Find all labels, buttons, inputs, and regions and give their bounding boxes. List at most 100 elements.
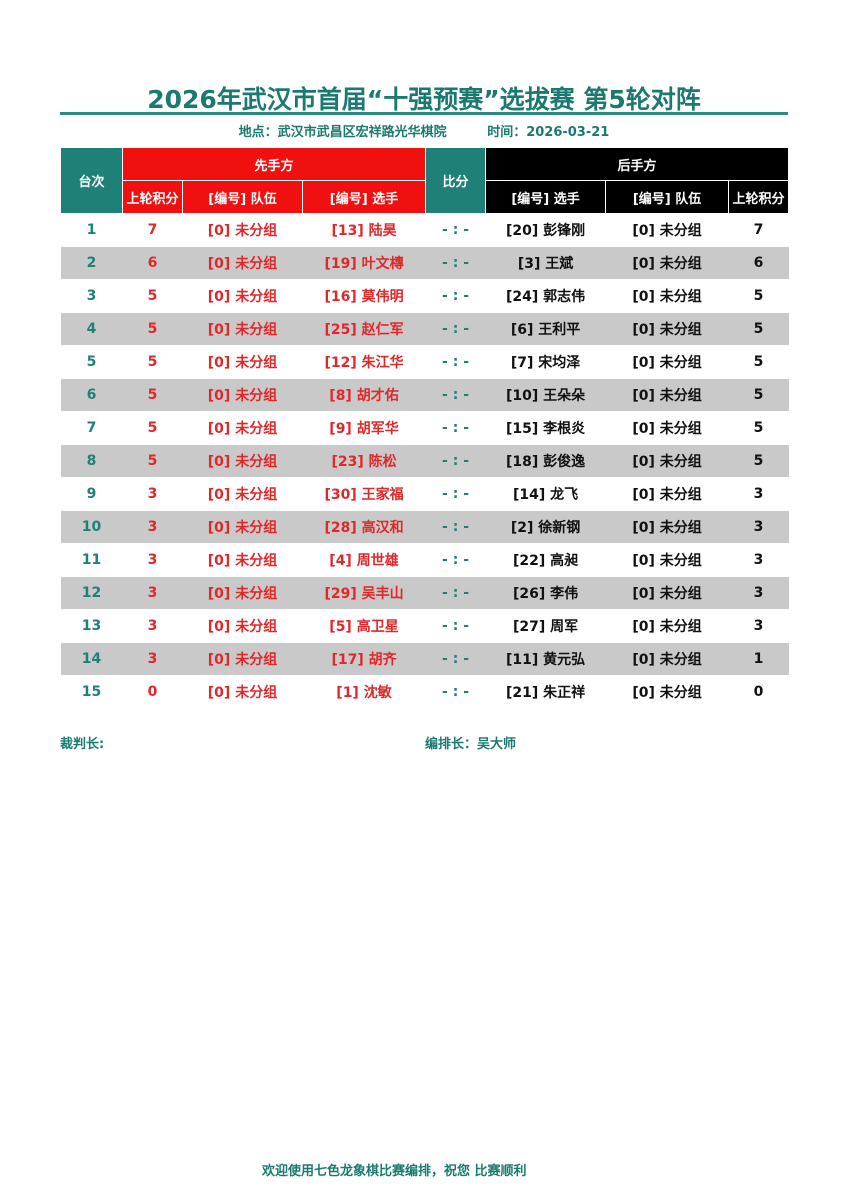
header-team-2: [编号] 队伍 xyxy=(605,180,730,214)
team-first: [0] 未分组 xyxy=(182,279,303,313)
table-row: 3 5 [0] 未分组 [16] 莫伟明 - : - [24] 郭志伟 [0] 未分组 5 xyxy=(60,279,789,313)
title-divider xyxy=(60,112,788,115)
header-prev-points-2: 上轮积分 xyxy=(728,180,790,214)
player-second: [27] 周军 xyxy=(485,609,606,643)
board-number: 2 xyxy=(60,246,123,280)
prev-points-first: 3 xyxy=(122,576,183,610)
score: - : - xyxy=(425,246,486,280)
board-number: 1 xyxy=(60,213,123,247)
prev-points-second: 6 xyxy=(728,246,789,280)
board-number: 8 xyxy=(60,444,123,478)
prev-points-second: 5 xyxy=(728,279,789,313)
team-first: [0] 未分组 xyxy=(182,345,303,379)
board-number: 7 xyxy=(60,411,123,445)
prev-points-first: 5 xyxy=(122,279,183,313)
table-row: 2 6 [0] 未分组 [19] 叶文槫 - : - [3] 王斌 [0] 未分组 6 xyxy=(60,246,789,280)
prev-points-first: 3 xyxy=(122,477,183,511)
player-first: [19] 叶文槫 xyxy=(302,246,426,280)
prev-points-second: 5 xyxy=(728,345,789,379)
player-first: [23] 陈松 xyxy=(302,444,426,478)
player-second: [11] 黄元弘 xyxy=(485,642,606,676)
player-second: [7] 宋均泽 xyxy=(485,345,606,379)
prev-points-second: 5 xyxy=(728,411,789,445)
board-number: 3 xyxy=(60,279,123,313)
board-number: 15 xyxy=(60,675,123,709)
score: - : - xyxy=(425,213,486,247)
prev-points-second: 3 xyxy=(728,609,789,643)
prev-points-first: 6 xyxy=(122,246,183,280)
board-number: 12 xyxy=(60,576,123,610)
team-first: [0] 未分组 xyxy=(182,675,303,709)
team-second: [0] 未分组 xyxy=(605,378,729,412)
score: - : - xyxy=(425,477,486,511)
prev-points-first: 7 xyxy=(122,213,183,247)
player-first: [5] 高卫星 xyxy=(302,609,426,643)
score: - : - xyxy=(425,510,486,544)
pairing-table: 台次 先手方 比分 后手方 上轮积分 [编号] 队伍 [编号] 选手 [编号] … xyxy=(60,147,790,709)
prev-points-second: 5 xyxy=(728,378,789,412)
header-board: 台次 xyxy=(60,147,123,214)
team-second: [0] 未分组 xyxy=(605,543,729,577)
player-first: [4] 周世雄 xyxy=(302,543,426,577)
header-prev-points-1: 上轮积分 xyxy=(122,180,183,214)
score: - : - xyxy=(425,543,486,577)
table-row: 14 3 [0] 未分组 [17] 胡齐 - : - [11] 黄元弘 [0] 未分组 1 xyxy=(60,642,789,676)
prev-points-first: 3 xyxy=(122,642,183,676)
header-player-2: [编号] 选手 xyxy=(485,180,607,214)
player-second: [15] 李根炎 xyxy=(485,411,606,445)
prev-points-first: 5 xyxy=(122,411,183,445)
board-number: 10 xyxy=(60,510,123,544)
prev-points-first: 5 xyxy=(122,444,183,478)
player-second: [24] 郭志伟 xyxy=(485,279,606,313)
header-first-side: 先手方 xyxy=(121,147,427,181)
team-first: [0] 未分组 xyxy=(182,510,303,544)
prev-points-first: 5 xyxy=(122,345,183,379)
player-first: [12] 朱江华 xyxy=(302,345,426,379)
prev-points-first: 5 xyxy=(122,378,183,412)
board-number: 14 xyxy=(60,642,123,676)
score: - : - xyxy=(425,576,486,610)
player-first: [16] 莫伟明 xyxy=(302,279,426,313)
prev-points-first: 0 xyxy=(122,675,183,709)
player-second: [3] 王斌 xyxy=(485,246,606,280)
prev-points-second: 3 xyxy=(728,477,789,511)
score: - : - xyxy=(425,609,486,643)
player-second: [21] 朱正祥 xyxy=(485,675,606,709)
team-second: [0] 未分组 xyxy=(605,642,729,676)
chief-referee: 裁判长: xyxy=(60,737,105,752)
table-row: 1 7 [0] 未分组 [13] 陆昊 - : - [20] 彭锋刚 [0] 未分组 7 xyxy=(60,213,789,247)
team-first: [0] 未分组 xyxy=(182,246,303,280)
table-row: 12 3 [0] 未分组 [29] 吴丰山 - : - [26] 李伟 [0] 未分组 3 xyxy=(60,576,789,610)
prev-points-first: 3 xyxy=(122,510,183,544)
board-number: 6 xyxy=(60,378,123,412)
prev-points-first: 5 xyxy=(122,312,183,346)
subtitle: 地点：武汉市武昌区宏祥路光华棋院 时间：2026-03-21 xyxy=(0,121,848,140)
player-second: [10] 王朵朵 xyxy=(485,378,606,412)
prev-points-second: 5 xyxy=(728,444,789,478)
board-number: 5 xyxy=(60,345,123,379)
team-first: [0] 未分组 xyxy=(182,576,303,610)
player-second: [2] 徐新钢 xyxy=(485,510,606,544)
team-second: [0] 未分组 xyxy=(605,312,729,346)
table-row: 5 5 [0] 未分组 [12] 朱江华 - : - [7] 宋均泽 [0] 未分组 5 xyxy=(60,345,789,379)
player-first: [13] 陆昊 xyxy=(302,213,426,247)
player-first: [30] 王家福 xyxy=(302,477,426,511)
team-first: [0] 未分组 xyxy=(182,609,303,643)
table-row: 13 3 [0] 未分组 [5] 高卫星 - : - [27] 周军 [0] 未分组 3 xyxy=(60,609,789,643)
player-first: [8] 胡才佑 xyxy=(302,378,426,412)
score: - : - xyxy=(425,345,486,379)
team-second: [0] 未分组 xyxy=(605,576,729,610)
arranger: 编排长：吴大师 xyxy=(425,737,517,752)
header-score: 比分 xyxy=(425,147,487,214)
score: - : - xyxy=(425,642,486,676)
team-first: [0] 未分组 xyxy=(182,378,303,412)
team-first: [0] 未分组 xyxy=(182,444,303,478)
team-second: [0] 未分组 xyxy=(605,477,729,511)
header-team-1: [编号] 队伍 xyxy=(182,180,303,214)
team-first: [0] 未分组 xyxy=(182,312,303,346)
prev-points-second: 1 xyxy=(728,642,789,676)
team-first: [0] 未分组 xyxy=(182,411,303,445)
score: - : - xyxy=(425,411,486,445)
location: 地点：武汉市武昌区宏祥路光华棋院 xyxy=(238,125,447,140)
